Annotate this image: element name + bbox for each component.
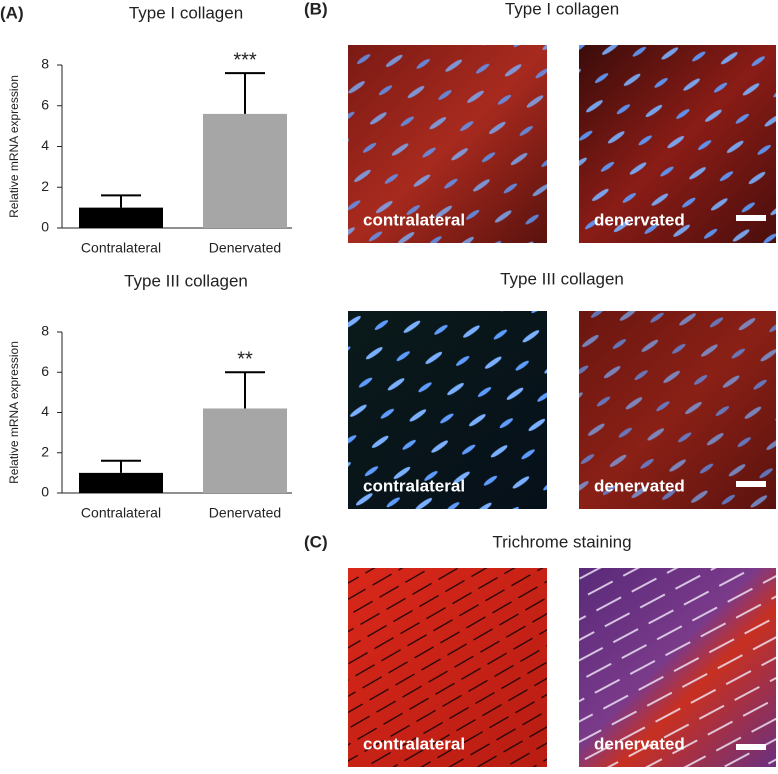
significance: ***: [233, 49, 257, 71]
chart-title: Type I collagen: [129, 3, 243, 22]
image-panels: [348, 45, 776, 767]
y-tick-label: 6: [41, 363, 49, 379]
scale-bar: [736, 215, 766, 221]
micrograph-texture: [579, 311, 776, 509]
micrograph-texture: [579, 45, 776, 243]
panel-label: (B): [304, 0, 328, 18]
image-caption: contralateral: [363, 476, 465, 495]
y-tick-label: 2: [41, 443, 49, 459]
x-tick-label: Denervated: [209, 505, 281, 521]
image-caption: contralateral: [363, 734, 465, 753]
scale-bar: [736, 481, 766, 487]
panel-label: (C): [304, 532, 328, 551]
image-caption: denervated: [594, 210, 685, 229]
y-tick-label: 8: [41, 323, 49, 339]
panel-label: (A): [0, 3, 24, 22]
y-axis-label: Relative mRNA expression: [7, 341, 21, 484]
micrograph-texture: [348, 45, 547, 243]
bar: [79, 207, 163, 228]
image-caption: denervated: [594, 734, 685, 753]
x-tick-label: Denervated: [209, 240, 281, 256]
y-tick-label: 4: [41, 403, 49, 419]
image-title: Type I collagen: [505, 0, 619, 18]
y-tick-label: 0: [41, 219, 49, 235]
chart-title: Type III collagen: [124, 271, 248, 290]
significance: **: [237, 349, 253, 371]
x-tick-label: Contralateral: [81, 505, 161, 521]
x-tick-label: Contralateral: [81, 240, 161, 256]
y-tick-label: 8: [41, 56, 49, 72]
bar: [79, 472, 163, 493]
y-tick-label: 4: [41, 137, 49, 153]
scale-bar: [736, 744, 766, 750]
y-axis-label: Relative mRNA expression: [7, 75, 21, 218]
y-tick-label: 0: [41, 484, 49, 500]
image-caption: contralateral: [363, 210, 465, 229]
micrograph-texture: [348, 311, 547, 509]
image-title: Trichrome staining: [492, 532, 631, 551]
micrograph-texture: [579, 568, 776, 767]
micrograph-texture: [348, 568, 547, 767]
y-tick-label: 6: [41, 96, 49, 112]
y-tick-label: 2: [41, 178, 49, 194]
image-title: Type III collagen: [500, 269, 624, 288]
image-caption: denervated: [594, 476, 685, 495]
bar: [203, 408, 287, 493]
bar: [203, 113, 287, 228]
